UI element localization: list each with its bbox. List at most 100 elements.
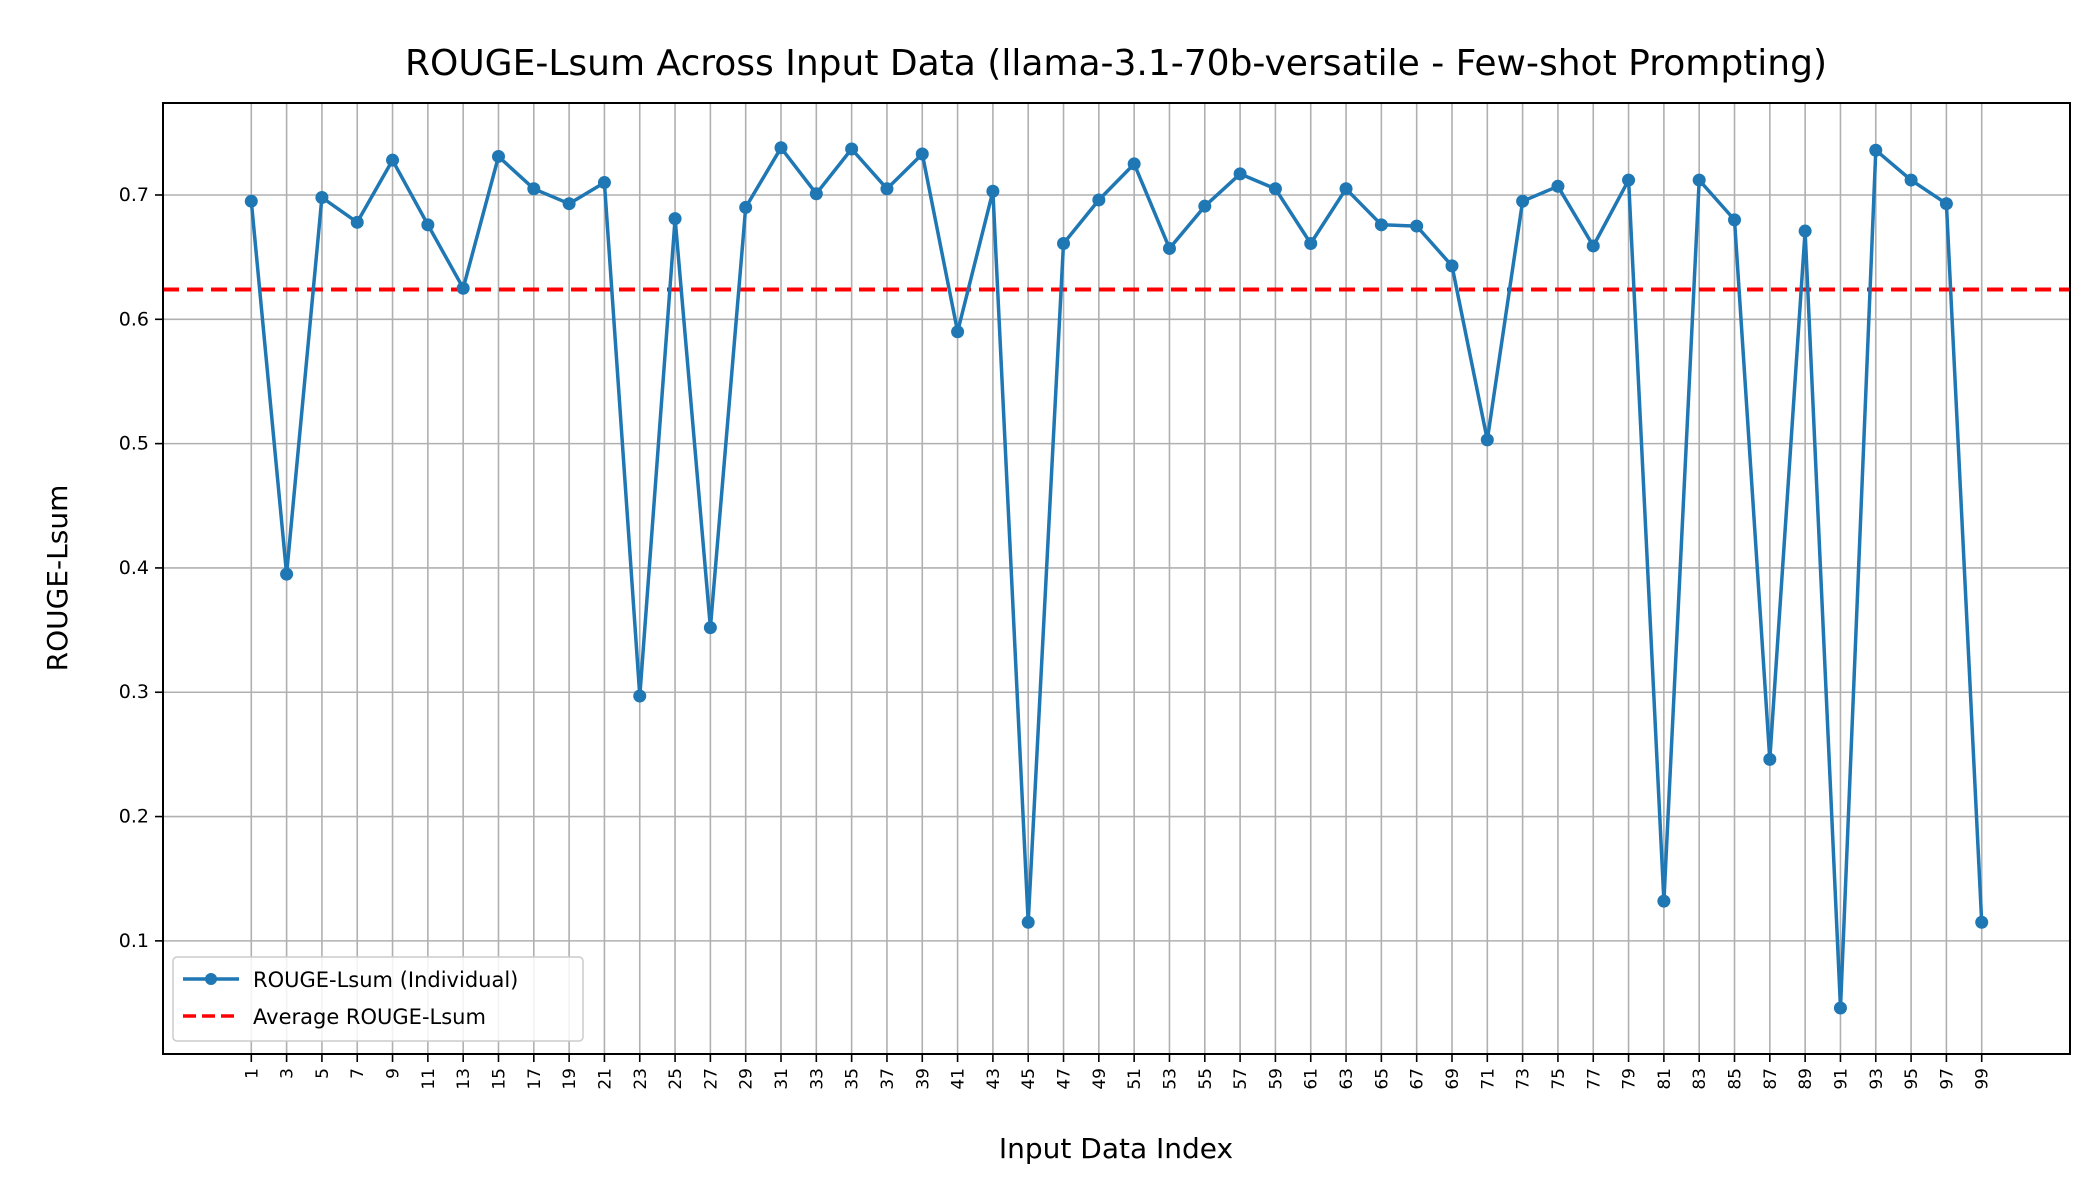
data-point: [1728, 213, 1742, 227]
y-tick-label: 0.1: [119, 930, 149, 952]
data-point: [280, 567, 294, 581]
x-tick-label: 45: [1019, 1068, 1039, 1090]
data-point: [1798, 224, 1812, 238]
x-tick-label: 57: [1231, 1068, 1251, 1090]
x-tick-label: 9: [384, 1068, 404, 1079]
series-line-individual: [249, 146, 1984, 1010]
x-tick-label: 59: [1266, 1068, 1286, 1090]
data-point: [1092, 193, 1106, 207]
x-tick-label: 63: [1337, 1068, 1357, 1090]
data-point: [491, 149, 505, 163]
data-point: [845, 142, 859, 156]
x-tick-label: 49: [1090, 1068, 1110, 1090]
x-tick-label: 87: [1761, 1068, 1781, 1090]
x-tick-label: 37: [878, 1068, 898, 1090]
x-tick-label: 23: [631, 1068, 651, 1090]
x-tick-label: 47: [1055, 1068, 1075, 1090]
x-tick-label: 3: [278, 1068, 298, 1079]
data-point: [739, 200, 753, 214]
data-point: [1516, 194, 1530, 208]
legend-label-individual: ROUGE-Lsum (Individual): [253, 968, 518, 992]
x-tick-label: 11: [419, 1068, 439, 1090]
data-point: [1410, 219, 1424, 233]
y-tick-label: 0.6: [119, 308, 149, 330]
data-point: [597, 176, 611, 190]
y-tick-label: 0.7: [119, 184, 149, 206]
x-tick-label: 7: [348, 1068, 368, 1079]
x-tick-label: 73: [1514, 1068, 1534, 1090]
data-point: [880, 182, 894, 196]
data-point: [1057, 236, 1071, 250]
y-tick-label: 0.3: [119, 681, 149, 703]
x-tick-label: 77: [1584, 1068, 1604, 1090]
data-point: [1445, 259, 1459, 273]
x-tick-label: 99: [1973, 1068, 1993, 1090]
data-point: [315, 190, 329, 204]
y-tick-label: 0.2: [119, 806, 149, 828]
x-tick-label: 27: [701, 1068, 721, 1090]
x-tick-label: 55: [1196, 1068, 1216, 1090]
series-layer: [244, 141, 1989, 1015]
data-point: [703, 621, 717, 635]
x-tick-label: 53: [1160, 1068, 1180, 1090]
data-point: [951, 325, 965, 339]
chart-title: ROUGE-Lsum Across Input Data (llama-3.1-…: [405, 43, 1827, 84]
legend-marker-individual: [205, 973, 217, 985]
x-tick-label: 17: [525, 1068, 545, 1090]
x-tick-label: 15: [489, 1068, 509, 1090]
x-tick-label: 93: [1867, 1068, 1887, 1090]
data-point: [244, 194, 258, 208]
x-tick-label: 1: [242, 1068, 262, 1079]
x-tick-label: 67: [1408, 1068, 1428, 1090]
data-point: [1021, 915, 1035, 929]
x-tick-label: 71: [1478, 1068, 1498, 1090]
data-point: [1833, 1001, 1847, 1015]
data-point: [1233, 167, 1247, 181]
x-tick-label: 61: [1302, 1068, 1322, 1090]
data-point: [1339, 182, 1353, 196]
data-point: [809, 187, 823, 201]
data-point: [1763, 752, 1777, 766]
data-point: [1657, 894, 1671, 908]
plot-area-frame: [162, 102, 2071, 1055]
data-point: [1586, 239, 1600, 253]
data-point: [1198, 199, 1212, 213]
data-point: [456, 281, 470, 295]
data-point: [1975, 915, 1989, 929]
grid-lines: [163, 103, 2070, 1054]
x-tick-label: 13: [454, 1068, 474, 1090]
x-tick-label: 69: [1443, 1068, 1463, 1090]
data-point: [1551, 179, 1565, 193]
x-axis-label: Input Data Index: [999, 1132, 1233, 1165]
data-point: [915, 147, 929, 161]
data-point: [1304, 236, 1318, 250]
x-tick-label: 85: [1726, 1068, 1746, 1090]
x-tick-label: 51: [1125, 1068, 1145, 1090]
legend: ROUGE-Lsum (Individual) Average ROUGE-Ls…: [172, 956, 584, 1042]
data-point: [1374, 218, 1388, 232]
x-tick-label: 65: [1372, 1068, 1392, 1090]
data-point: [1268, 182, 1282, 196]
data-point: [1869, 143, 1883, 157]
x-tick-label: 29: [737, 1068, 757, 1090]
x-tick-label: 21: [595, 1068, 615, 1090]
data-point: [527, 182, 541, 196]
legend-label-average: Average ROUGE-Lsum: [253, 1005, 486, 1029]
x-tick-label: 35: [843, 1068, 863, 1090]
data-point: [1904, 173, 1918, 187]
x-tick-label: 41: [949, 1068, 969, 1090]
x-tick-label: 39: [913, 1068, 933, 1090]
y-axis-label: ROUGE-Lsum: [41, 485, 74, 672]
data-point: [633, 689, 647, 703]
legend-box: [172, 956, 584, 1042]
axis-ticks-and-labels: 1 3 5 7 9 11 13 15 17 19 21 23 25 27 29 31 33 35 37 39 41 43 4…: [119, 184, 1993, 1090]
x-tick-label: 5: [313, 1068, 333, 1079]
x-tick-label: 79: [1620, 1068, 1640, 1090]
data-point: [421, 218, 435, 232]
y-tick-label: 0.5: [119, 433, 149, 455]
x-tick-label: 43: [984, 1068, 1004, 1090]
x-tick-label: 33: [807, 1068, 827, 1090]
data-point: [1480, 433, 1494, 447]
